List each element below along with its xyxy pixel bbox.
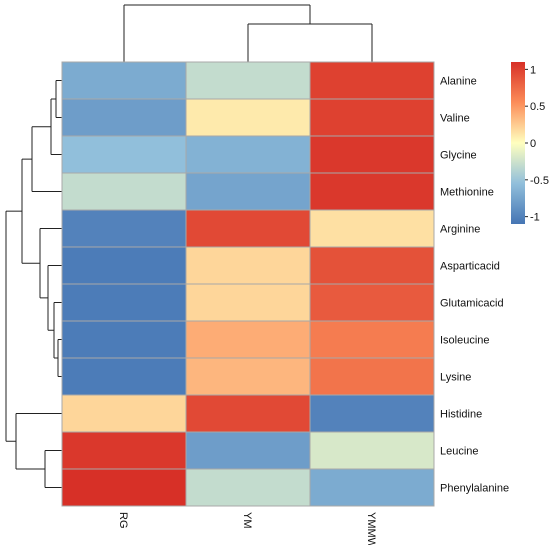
heatmap-cell bbox=[61, 431, 187, 470]
heatmap-cell bbox=[185, 357, 311, 396]
heatmap-cell bbox=[185, 135, 311, 174]
heatmap-cell bbox=[309, 468, 435, 507]
heatmap-cell bbox=[185, 172, 311, 211]
color-legend-tick-label: 0 bbox=[530, 138, 536, 150]
row-label: Histidine bbox=[440, 409, 482, 421]
heatmap-cells bbox=[61, 61, 435, 507]
heatmap-cell bbox=[61, 283, 187, 322]
heatmap-cell bbox=[309, 135, 435, 174]
heatmap-cell bbox=[309, 431, 435, 470]
heatmap-cell bbox=[185, 61, 311, 100]
heatmap-cell bbox=[61, 209, 187, 248]
color-legend-ticks: 1 0.5 0 -0.5 -1 bbox=[525, 64, 549, 224]
heatmap-cell bbox=[309, 61, 435, 100]
column-labels: RG YM YMMW bbox=[117, 512, 377, 545]
heatmap-cell bbox=[61, 246, 187, 285]
color-legend: 1 0.5 0 -0.5 -1 bbox=[511, 62, 549, 224]
heatmap-cell bbox=[61, 468, 187, 507]
row-label: Valine bbox=[440, 113, 470, 125]
heatmap-cell bbox=[309, 98, 435, 137]
heatmap-cell bbox=[185, 394, 311, 433]
column-label: RG bbox=[117, 512, 129, 529]
row-label: Asparticacid bbox=[440, 261, 500, 273]
color-legend-tick-label: -1 bbox=[530, 212, 540, 224]
heatmap-cell bbox=[309, 357, 435, 396]
column-dendrogram bbox=[123, 4, 373, 62]
color-legend-tick-label: -0.5 bbox=[530, 175, 549, 187]
heatmap-cell bbox=[185, 468, 311, 507]
heatmap-cell bbox=[309, 320, 435, 359]
row-label: Isoleucine bbox=[440, 335, 490, 347]
heatmap-cell bbox=[185, 431, 311, 470]
heatmap-cell bbox=[61, 135, 187, 174]
row-label: Arginine bbox=[440, 224, 480, 236]
heatmap-cell bbox=[185, 98, 311, 137]
color-legend-tick-label: 0.5 bbox=[530, 101, 545, 113]
heatmap-cell bbox=[309, 172, 435, 211]
heatmap-cell bbox=[309, 209, 435, 248]
heatmap-cell bbox=[61, 172, 187, 211]
row-label: Methionine bbox=[440, 187, 494, 199]
heatmap-cell bbox=[309, 283, 435, 322]
row-labels: Alanine Valine Glycine Methionine Arginine As… bbox=[440, 76, 509, 495]
row-label: Leucine bbox=[440, 446, 479, 458]
row-label: Phenylalanine bbox=[440, 483, 509, 495]
column-label: YM bbox=[241, 512, 253, 529]
row-label: Glutamicacid bbox=[440, 298, 504, 310]
column-label: YMMW bbox=[365, 512, 377, 545]
heatmap-cell bbox=[61, 357, 187, 396]
heatmap-cell bbox=[185, 283, 311, 322]
color-legend-tick-label: 1 bbox=[530, 64, 536, 76]
heatmap-cell bbox=[309, 394, 435, 433]
heatmap-cell bbox=[185, 246, 311, 285]
heatmap-cell bbox=[61, 394, 187, 433]
heatmap-cell bbox=[185, 209, 311, 248]
row-label: Lysine bbox=[440, 372, 471, 384]
heatmap-cell bbox=[309, 246, 435, 285]
row-label: Glycine bbox=[440, 150, 477, 162]
heatmap-cell bbox=[61, 320, 187, 359]
heatmap-cell bbox=[185, 320, 311, 359]
color-legend-bar bbox=[511, 62, 525, 224]
heatmap-cell bbox=[61, 61, 187, 100]
heatmap-cell bbox=[61, 98, 187, 137]
row-dendrogram bbox=[5, 80, 62, 488]
row-label: Alanine bbox=[440, 76, 477, 88]
